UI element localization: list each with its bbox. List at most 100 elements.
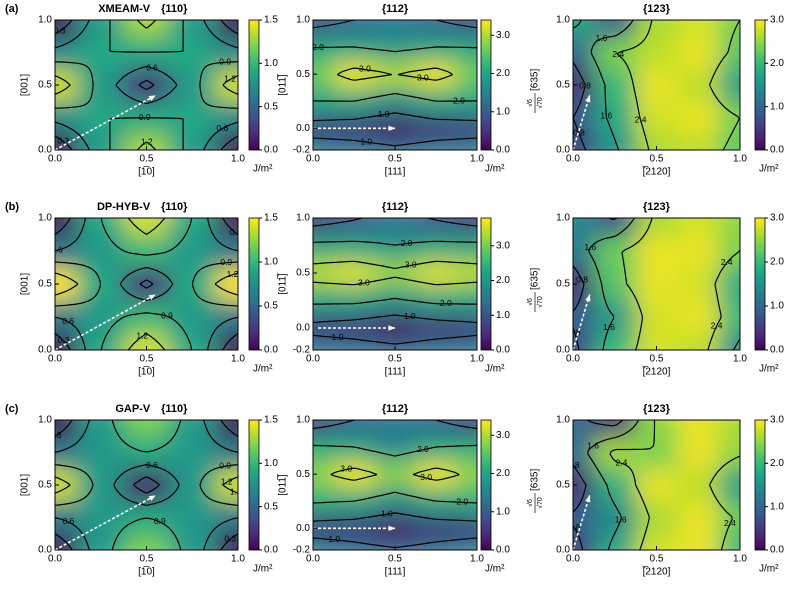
- y-label-text: [635]: [530, 469, 541, 491]
- heat-cell: [677, 533, 720, 550]
- heat-cell: [333, 420, 375, 435]
- heat-cell: [169, 36, 216, 70]
- heat-cell: [374, 139, 416, 150]
- y-tick-label: 0.5: [38, 279, 52, 290]
- heat-cell: [719, 218, 740, 235]
- heat-cell: [719, 420, 740, 437]
- y-tick-label: 1.0: [556, 15, 570, 26]
- heat-cell: [215, 300, 238, 334]
- y-axis-label: √6 √70 [635]: [526, 469, 544, 513]
- heat-cell: [55, 501, 79, 535]
- x-axis-label: [1̅0]: [138, 166, 155, 178]
- y-tick-label: 0.5: [38, 80, 52, 91]
- plane-title: {110}: [161, 403, 188, 415]
- heat-cell: [55, 101, 79, 135]
- heat-cell: [215, 36, 238, 70]
- heat-cell: [635, 68, 678, 102]
- y-tick-label: 0.0: [296, 523, 310, 534]
- colorbar-tick-label: 1.0: [770, 101, 784, 112]
- heat-cell: [123, 218, 170, 235]
- colorbar-tick-label: 2.0: [496, 275, 510, 286]
- heat-cell: [333, 286, 375, 315]
- x-tick-label: 1.0: [733, 354, 747, 365]
- y-tick-label: 0.5: [556, 80, 570, 91]
- heat-cell: [456, 314, 477, 340]
- colorbar-label: J/m²: [759, 164, 779, 175]
- heat-cell: [677, 20, 720, 37]
- heatmap: 0.8 0.8 1.6 1.6 2.4 2.4: [573, 420, 740, 550]
- contour-label: 2.0: [456, 497, 468, 507]
- heat-cell: [593, 533, 637, 550]
- contour-line: [313, 420, 477, 549]
- contour-label: 2.4: [612, 49, 624, 59]
- heatmap: 0.3 0.3 0.6 0.6 0.9 0.9 1.21.2: [50, 420, 238, 550]
- heat-cell: [374, 33, 416, 62]
- plane-title: {123}: [643, 403, 671, 415]
- colorbar: [248, 419, 260, 551]
- contour-label: 1.6: [587, 440, 599, 450]
- arrow-head: [388, 325, 395, 331]
- contour-label: 0.8: [573, 127, 585, 137]
- heat-cell: [635, 218, 678, 235]
- contour-label: 2.0: [312, 42, 324, 52]
- contour-label: 0.6: [216, 123, 228, 133]
- colorbar-tick-label: 1.0: [264, 58, 278, 69]
- heat-cell: [313, 314, 334, 340]
- heat-cell: [456, 231, 477, 260]
- heat-cell: [77, 333, 125, 350]
- contour-label: 2.0: [417, 444, 429, 454]
- heat-cell: [333, 539, 375, 550]
- heat-cell: [77, 133, 125, 150]
- heat-cell: [313, 286, 334, 315]
- x-tick-label: 0.0: [306, 154, 320, 165]
- contour-line: [573, 20, 634, 150]
- heat-cell: [215, 68, 238, 102]
- contour-label: 1.0: [404, 311, 416, 321]
- x-tick-label: 0.0: [306, 554, 320, 565]
- heat-cell: [374, 20, 416, 35]
- contour-label: 3.0: [340, 464, 352, 474]
- heat-cell: [313, 539, 334, 550]
- heat-cell: [374, 514, 416, 540]
- contour-label: 0.6: [146, 460, 158, 470]
- heat-cell: [374, 420, 416, 435]
- contour-line: [313, 218, 477, 345]
- x-axis-label: [111]: [385, 567, 406, 578]
- heat-cell: [719, 333, 740, 350]
- x-axis-label: [111]: [385, 367, 406, 378]
- arrow: [572, 495, 591, 551]
- heatmap-cells: [313, 420, 477, 550]
- heat-cell: [719, 300, 740, 334]
- heat-cell: [77, 468, 125, 502]
- y-axis-label: [001]: [20, 74, 31, 96]
- contour-line: [573, 61, 587, 150]
- colorbar-tick-label: 0.5: [264, 301, 278, 312]
- heat-cell: [215, 133, 238, 150]
- heat-cell: [635, 436, 678, 470]
- heat-cell: [677, 101, 720, 135]
- heat-cell: [313, 60, 334, 89]
- heat-cell: [677, 267, 720, 301]
- heat-cell: [77, 20, 125, 37]
- heat-cell: [374, 87, 416, 116]
- heat-cell: [573, 420, 595, 437]
- colorbar-tick-label: 3.0: [770, 213, 784, 224]
- colorbar-tick-label: 0.0: [770, 145, 784, 156]
- heat-cell: [456, 433, 477, 462]
- heatmap-cells: [55, 218, 238, 350]
- heat-cell: [77, 300, 125, 334]
- x-tick-label: 1.0: [470, 554, 484, 565]
- colorbar-tick-label: 1.0: [496, 106, 510, 117]
- contour-label: 0.6: [62, 516, 74, 526]
- heat-cell: [635, 20, 678, 37]
- colorbar-label: J/m²: [253, 364, 273, 375]
- y-axis-label: [001]: [20, 474, 31, 496]
- plane-title: {112}: [382, 3, 409, 15]
- contour-line: [337, 67, 453, 81]
- y-tick-label: 0.0: [38, 145, 52, 156]
- heat-cell: [333, 60, 375, 89]
- heat-cell: [677, 218, 720, 235]
- panel-label: (c): [5, 403, 19, 415]
- contour-label: 0.3: [50, 430, 62, 440]
- heat-cell: [677, 501, 720, 535]
